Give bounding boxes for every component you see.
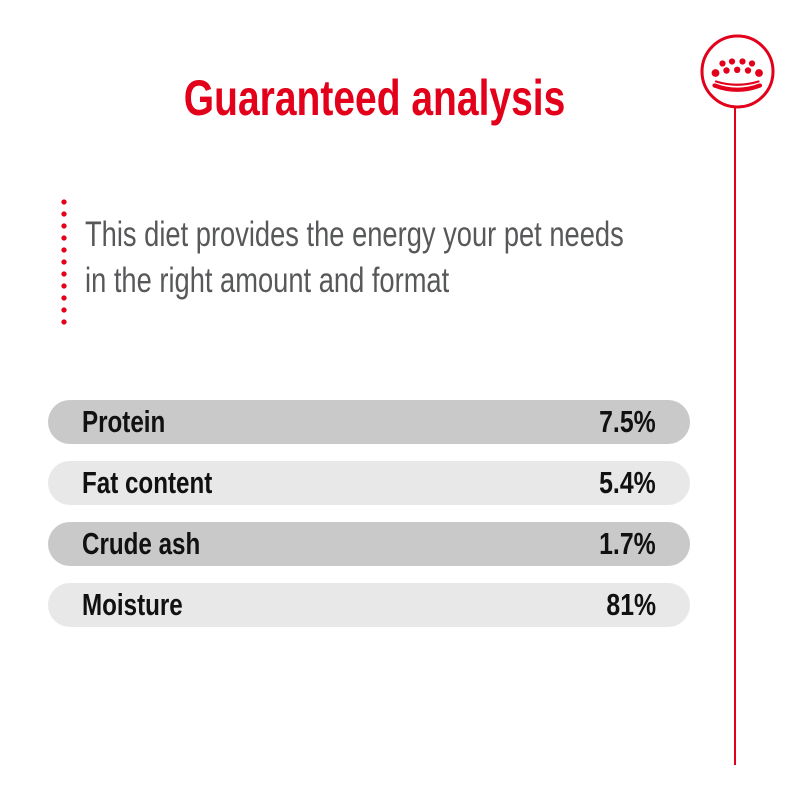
intro-text: This diet provides the energy your pet n… <box>85 212 785 304</box>
row-label: Crude ash <box>82 526 201 561</box>
table-row-protein: Protein 7.5% <box>48 400 690 444</box>
crown-icon <box>700 34 775 109</box>
table-row-moisture: Moisture 81% <box>48 583 690 627</box>
intro-line-1: This diet provides the energy your pet n… <box>85 215 624 254</box>
page-title-wrap: Guaranteed analysis <box>0 72 750 124</box>
row-label: Moisture <box>82 587 183 622</box>
table-row-crude-ash: Crude ash 1.7% <box>48 522 690 566</box>
table-row-fat-content: Fat content 5.4% <box>48 461 690 505</box>
vertical-divider-line <box>734 107 736 765</box>
row-value: 81% <box>606 587 656 622</box>
row-label: Fat content <box>82 465 213 500</box>
row-label: Protein <box>82 404 166 439</box>
intro-line-2: in the right amount and format <box>85 261 450 300</box>
royal-canin-logo <box>699 33 776 110</box>
row-value: 5.4% <box>599 465 656 500</box>
dotted-accent-line <box>61 196 67 329</box>
row-value: 7.5% <box>599 404 656 439</box>
page-title: Guaranteed analysis <box>184 70 566 126</box>
analysis-table: Protein 7.5% Fat content 5.4% Crude ash … <box>48 400 690 644</box>
row-value: 1.7% <box>599 526 656 561</box>
